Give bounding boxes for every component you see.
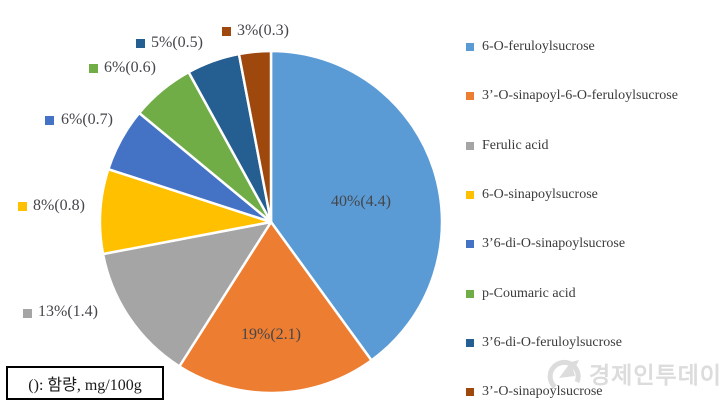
legend-item-4: 3’6-di-O-sinapoylsucrose xyxy=(466,234,625,254)
legend-label-2: Ferulic acid xyxy=(482,137,549,153)
slice-label-4: 6%(0.7) xyxy=(61,111,113,128)
legend-color-swatch-5 xyxy=(466,289,474,298)
legend-item-1: 3’-O-sinapoyl-6-O-feruloylsucrose xyxy=(466,86,678,106)
legend-label-3: 6-O-sinapoylsucrose xyxy=(482,186,598,202)
slice-label-5: 6%(0.6) xyxy=(104,59,156,76)
legend-label-1: 3’-O-sinapoyl-6-O-feruloylsucrose xyxy=(482,88,678,104)
legend-color-swatch-3 xyxy=(466,190,474,199)
legend-item-2: Ferulic acid xyxy=(466,136,548,156)
legend-color-swatch-4 xyxy=(466,240,474,249)
slice-label-2: 13%(1.4) xyxy=(38,303,98,320)
slice-label-0: 40%(4.4) xyxy=(331,193,391,210)
legend-item-0: 6-O-feruloylsucrose xyxy=(466,37,595,57)
legend-label-0: 6-O-feruloylsucrose xyxy=(482,39,595,54)
unit-note-box: (): 함량, mg/100g xyxy=(6,366,164,400)
pie-slice-7 xyxy=(237,49,273,224)
legend-color-swatch-2 xyxy=(466,141,474,150)
pie-slice-1 xyxy=(178,220,373,395)
pie-slice-0 xyxy=(269,49,444,362)
slice-label-swatch-2 xyxy=(23,309,32,318)
legend-item-7: 3’-O-sinapoylsucrose xyxy=(466,382,603,402)
legend-item-3: 6-O-sinapoylsucrose xyxy=(466,185,598,205)
slice-label-1: 19%(2.1) xyxy=(241,326,301,343)
legend-item-6: 3’6-di-O-feruloylsucrose xyxy=(466,333,622,353)
slice-label-swatch-3 xyxy=(18,202,27,211)
legend-color-swatch-6 xyxy=(466,338,474,347)
legend-item-5: p-Coumaric acid xyxy=(466,284,576,304)
legend-label-5: p-Coumaric acid xyxy=(482,285,576,301)
slice-label-swatch-7 xyxy=(222,27,231,36)
unit-note-text: (): 함량, mg/100g xyxy=(28,377,142,394)
slice-label-7: 3%(0.3) xyxy=(237,22,289,39)
legend-label-4: 3’6-di-O-sinapoylsucrose xyxy=(482,236,626,252)
legend-color-swatch-7 xyxy=(466,388,474,397)
pie-slice-2 xyxy=(101,220,273,368)
slice-label-swatch-6 xyxy=(136,39,145,48)
slice-label-6: 5%(0.5) xyxy=(151,34,203,51)
legend-label-7: 3’-O-sinapoylsucrose xyxy=(482,384,603,400)
slice-label-swatch-5 xyxy=(89,64,98,73)
legend-color-swatch-1 xyxy=(466,92,474,101)
slice-label-3: 8%(0.8) xyxy=(33,197,85,214)
legend-label-6: 3’6-di-O-feruloylsucrose xyxy=(482,334,622,350)
legend-color-swatch-0 xyxy=(466,43,474,51)
slice-label-swatch-4 xyxy=(45,116,54,125)
